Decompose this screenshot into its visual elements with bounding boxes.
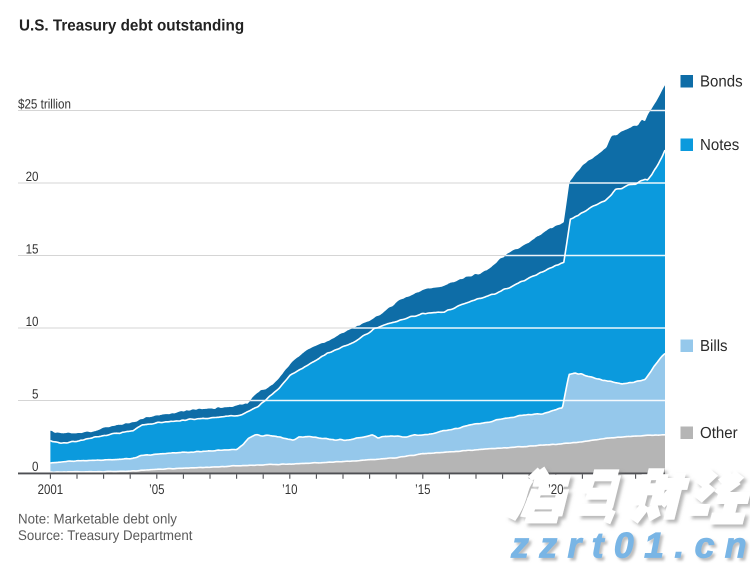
svg-text:Bonds: Bonds — [700, 74, 743, 91]
svg-text:U.S. Treasury debt outstanding: U.S. Treasury debt outstanding — [19, 18, 244, 35]
svg-text:20: 20 — [26, 169, 39, 184]
svg-text:’10: ’10 — [282, 481, 297, 497]
svg-text:’05: ’05 — [149, 481, 164, 497]
svg-text:10: 10 — [26, 314, 39, 329]
svg-text:Source: Treasury Department: Source: Treasury Department — [18, 527, 193, 543]
svg-text:5: 5 — [32, 387, 38, 402]
svg-text:15: 15 — [26, 242, 39, 257]
svg-text:Notes: Notes — [700, 137, 739, 154]
svg-text:0: 0 — [32, 459, 38, 474]
svg-text:Bills: Bills — [700, 338, 728, 355]
svg-text:2001: 2001 — [38, 481, 64, 497]
svg-text:Other: Other — [700, 425, 738, 442]
svg-text:Note: Marketable debt only: Note: Marketable debt only — [18, 511, 177, 527]
svg-text:$25 trillion: $25 trillion — [18, 97, 71, 112]
svg-text:’15: ’15 — [415, 481, 430, 497]
svg-text:zzrt01.cn: zzrt01.cn — [510, 525, 750, 564]
svg-text:’20: ’20 — [548, 481, 563, 497]
